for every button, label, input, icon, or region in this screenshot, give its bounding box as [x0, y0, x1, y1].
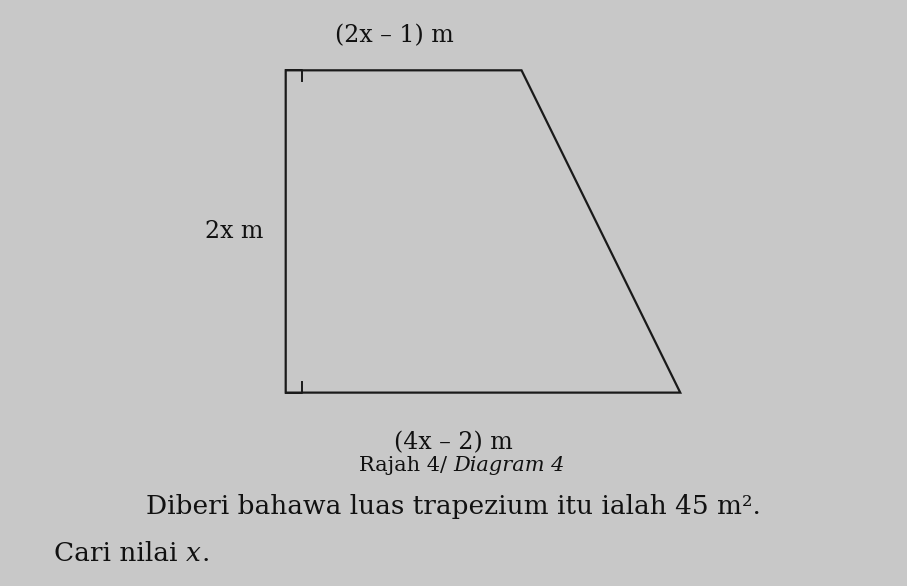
Text: Diberi bahawa luas trapezium itu ialah 45 m².: Diberi bahawa luas trapezium itu ialah 4…	[146, 495, 761, 519]
Text: (4x – 2) m: (4x – 2) m	[395, 431, 512, 454]
Polygon shape	[286, 70, 680, 393]
Text: Cari nilai: Cari nilai	[54, 541, 186, 566]
Text: Diagram 4: Diagram 4	[454, 456, 565, 475]
Text: (2x – 1) m: (2x – 1) m	[336, 24, 454, 47]
Text: .: .	[201, 541, 210, 566]
Text: 2x m: 2x m	[205, 220, 263, 243]
Text: Rajah 4/: Rajah 4/	[359, 456, 454, 475]
Text: x: x	[186, 541, 201, 566]
